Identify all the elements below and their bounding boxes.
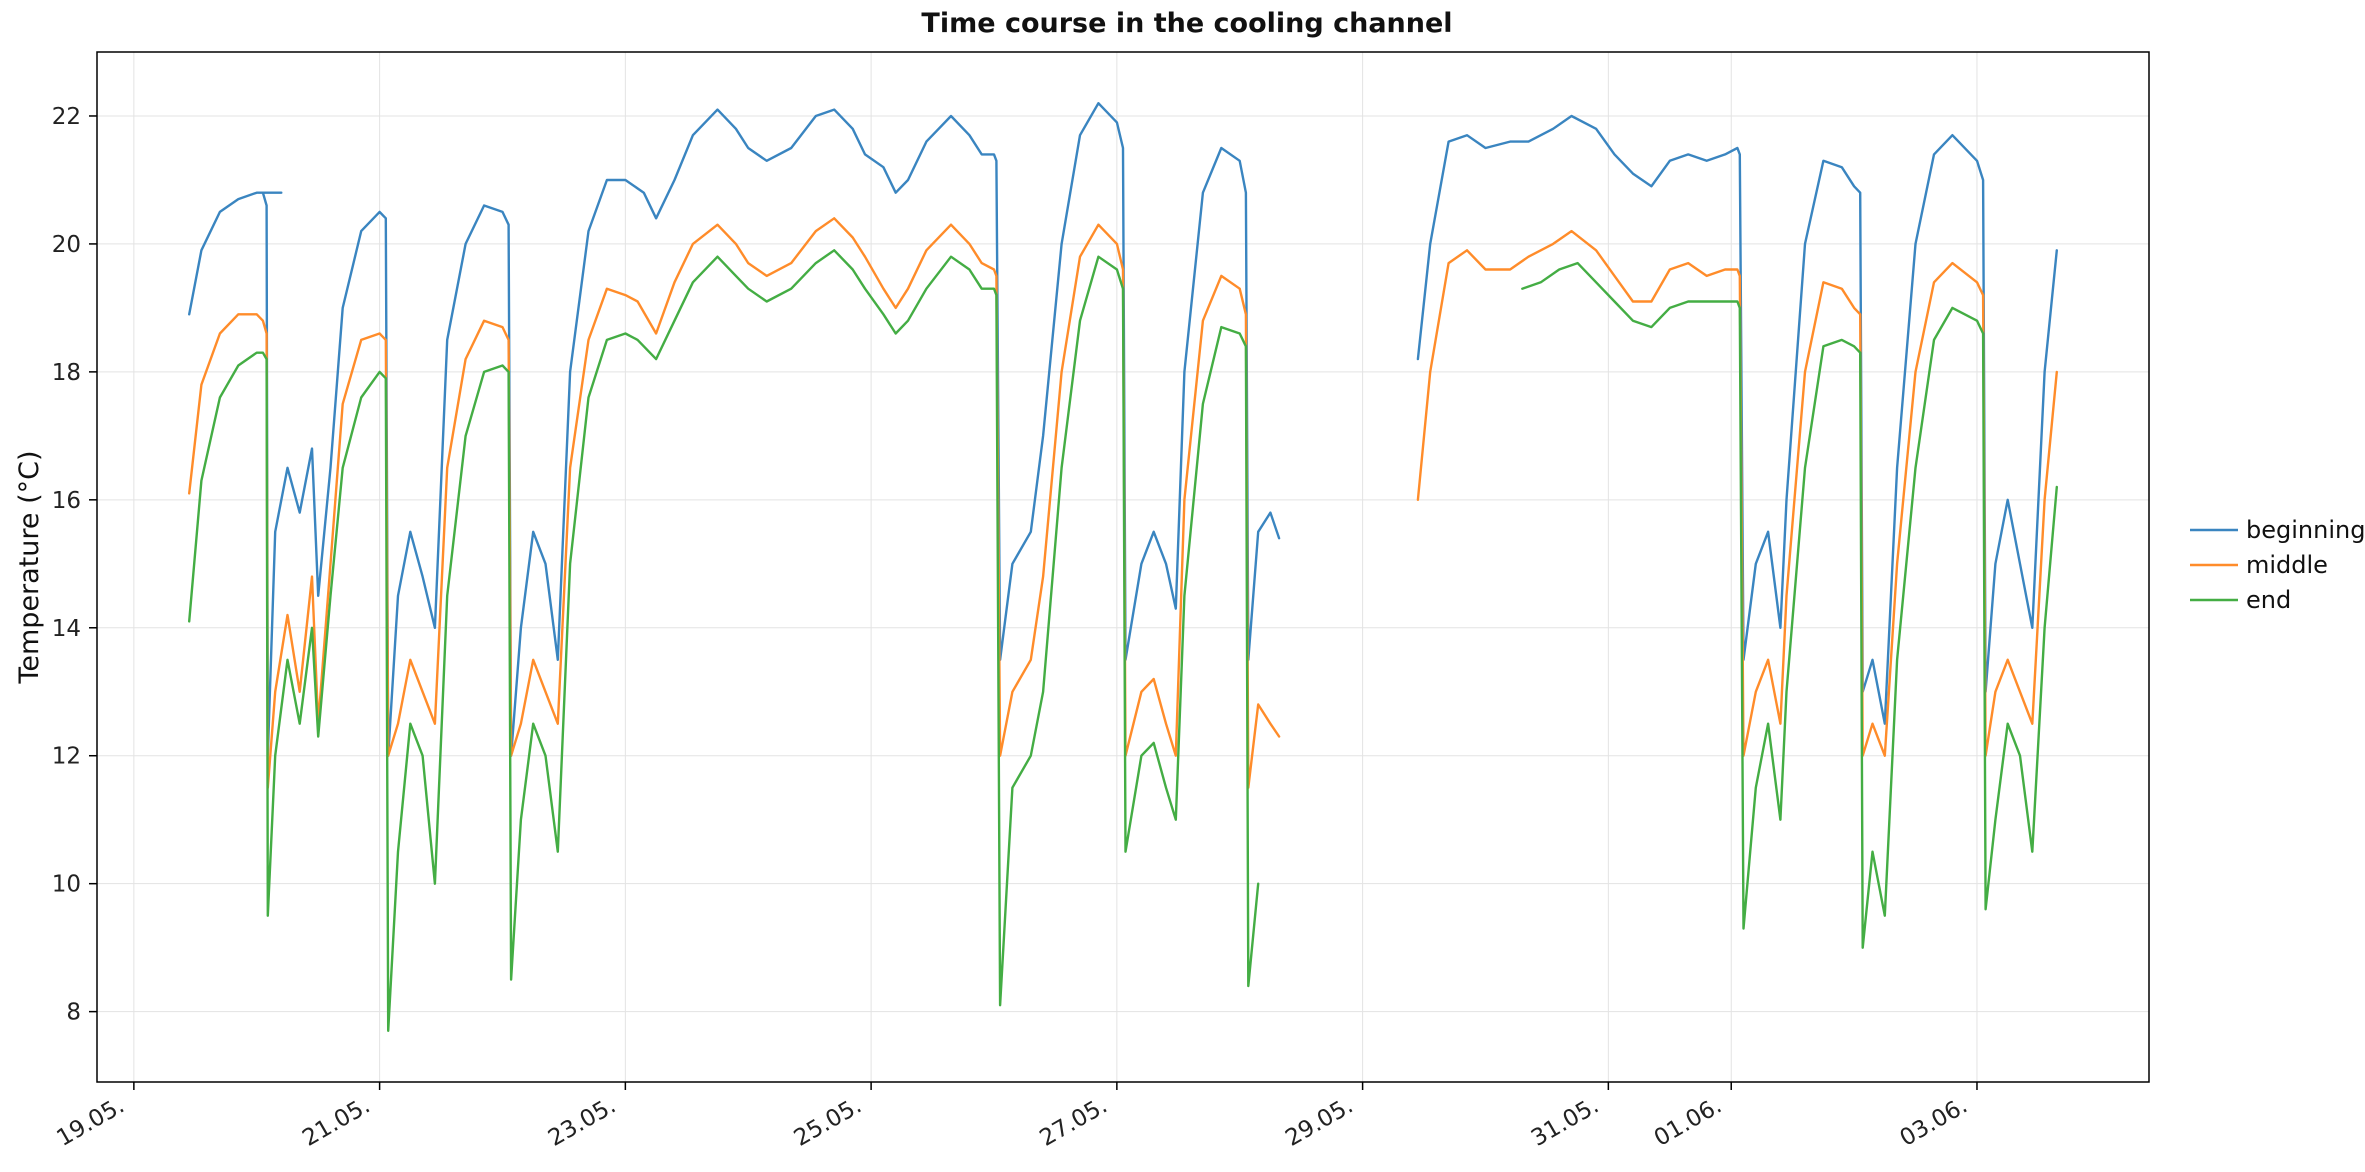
series-lines	[188, 102, 2058, 1032]
y-tick-label: 20	[52, 232, 81, 258]
series-line-middle	[1416, 229, 2058, 757]
y-axis-label: Temperature (°C)	[14, 450, 45, 684]
y-tick-label: 10	[52, 872, 81, 898]
y-tick-label: 8	[66, 1000, 81, 1026]
legend-label-beginning: beginning	[2246, 516, 2365, 544]
y-tick-label: 22	[52, 104, 81, 130]
plot-frame	[96, 51, 2150, 1083]
legend: beginning middle end	[2190, 516, 2365, 614]
grid	[97, 52, 2149, 1082]
y-tick-label: 18	[52, 360, 81, 386]
legend-label-middle: middle	[2246, 551, 2328, 579]
series-line-beginning	[1416, 114, 2058, 725]
series-line-end	[1521, 261, 2058, 949]
chart-title: Time course in the cooling channel	[921, 8, 1452, 39]
y-axis: 8 10 12 14 16 18 20 22	[52, 104, 97, 1026]
y-tick-label: 16	[52, 488, 81, 514]
series-end	[188, 249, 2058, 1032]
series-line-end	[188, 249, 1260, 1032]
y-tick-label: 14	[52, 616, 81, 642]
y-tick-label: 12	[52, 744, 81, 770]
legend-label-end: end	[2246, 586, 2291, 614]
